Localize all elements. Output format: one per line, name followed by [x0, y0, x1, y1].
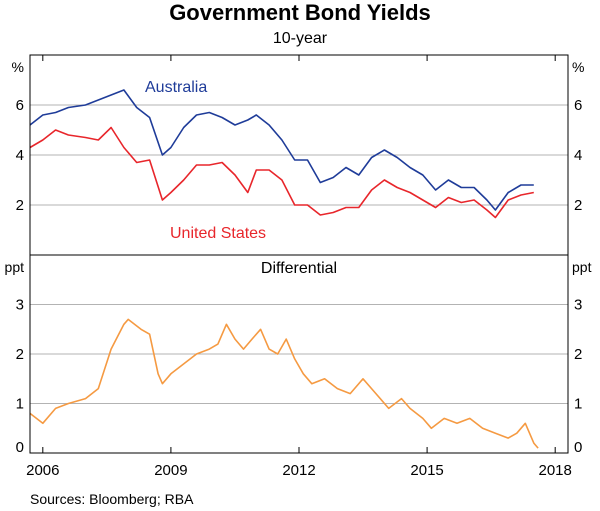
top-panel: 2 2 4 4 6 6	[16, 89, 582, 219]
top-ytick-right: 2	[574, 197, 582, 214]
bottom-ytick-right: 1	[574, 396, 582, 413]
x-tick-label: 2006	[26, 462, 59, 479]
bottom-panel: 0 0 1 1 2 2 3 3 2006 2009 2012 2015 2018	[16, 55, 582, 479]
top-unit-right: %	[572, 59, 584, 75]
differential-title: Differential	[261, 260, 337, 277]
bottom-unit-left: ppt	[5, 259, 25, 275]
chart-frame	[29, 54, 569, 454]
top-ytick-left: 4	[16, 147, 24, 164]
australia-label: Australia	[145, 79, 207, 96]
top-series-line-united-states	[29, 126, 534, 219]
x-tick-label: 2012	[282, 462, 315, 479]
source-note: Sources: Bloomberg; RBA	[30, 491, 194, 507]
x-tick-label: 2018	[539, 462, 572, 479]
x-tick-label: 2009	[154, 462, 187, 479]
top-ytick-left: 6	[16, 97, 24, 114]
bottom-ytick-left: 3	[16, 297, 24, 314]
top-ytick-left: 2	[16, 197, 24, 214]
bottom-ytick-left: 0	[16, 439, 24, 456]
bottom-ytick-left: 1	[16, 396, 24, 413]
united-states-label: United States	[170, 225, 266, 242]
top-series-line-australia	[29, 89, 534, 211]
bottom-ytick-left: 2	[16, 346, 24, 363]
chart-title: Government Bond Yields	[169, 0, 431, 25]
bottom-series-line-differential	[29, 318, 539, 449]
top-unit-left: %	[12, 59, 24, 75]
bottom-unit-right: ppt	[572, 259, 592, 275]
top-ytick-right: 6	[574, 97, 582, 114]
top-ytick-right: 4	[574, 147, 582, 164]
x-tick-label: 2015	[410, 462, 443, 479]
chart-subtitle: 10-year	[272, 30, 328, 47]
bottom-ytick-right: 2	[574, 346, 582, 363]
bottom-ytick-right: 3	[574, 297, 582, 314]
bottom-ytick-right: 0	[574, 439, 582, 456]
